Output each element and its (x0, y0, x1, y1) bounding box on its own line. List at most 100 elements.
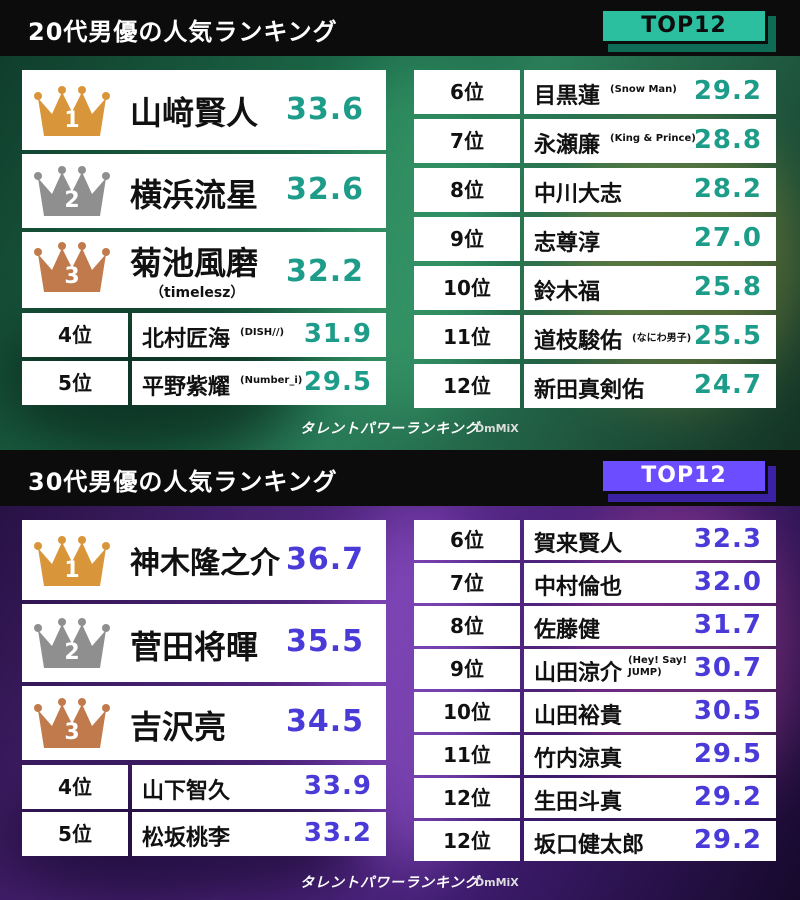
rank-label: 7位 (414, 563, 520, 603)
rank-label: 12位 (414, 364, 520, 408)
actor-name: 菊池風磨 (130, 244, 259, 282)
actor-score: 31.7 (693, 610, 762, 640)
rank-label: 9位 (414, 649, 520, 689)
rank-1-card: 1 神木隆之介 36.7 (22, 520, 386, 600)
bronze-crown-icon: 3 (34, 696, 110, 752)
rank-row: 10位 鈴木福 25.8 (414, 266, 776, 310)
actor-score: 34.5 (285, 704, 364, 739)
actor-group: (Snow Man) (610, 84, 677, 95)
actor-name: 永瀬廉 (534, 133, 601, 158)
actor-name: 新田真剣佑 (534, 378, 645, 403)
rank-row: 12位 生田斗真 29.2 (414, 778, 776, 818)
actor-score: 32.0 (693, 567, 762, 597)
rank-label: 7位 (414, 119, 520, 163)
top12-badge-label: TOP12 (600, 8, 768, 44)
actor-name: 中村倫也 (534, 575, 623, 600)
rank-number: 3 (64, 720, 80, 745)
rank-number: 1 (64, 108, 80, 133)
section-title: 30代男優の人気ランキング (28, 468, 338, 496)
actor-score: 29.2 (693, 76, 762, 106)
rank-row: 9位 山田涼介 (Hey! Say! JUMP) 30.7 (414, 649, 776, 689)
rank-number: 1 (64, 558, 80, 583)
rank-row: 11位 竹内涼真 29.5 (414, 735, 776, 775)
rank-label: 5位 (22, 361, 128, 405)
actor-group: (Hey! Say! JUMP) (628, 655, 688, 678)
actor-score: 35.5 (285, 624, 364, 659)
actor-name: 平野紫耀 (142, 375, 231, 400)
rank-row: 4位 北村匠海 (DISH//) 31.9 (22, 313, 386, 357)
rank-row: 5位 松坂桃李 33.2 (22, 812, 386, 856)
actor-score: 32.3 (693, 524, 762, 554)
rank-row: 12位 新田真剣佑 24.7 (414, 364, 776, 408)
silver-crown-icon: 2 (34, 164, 110, 220)
rank-label: 5位 (22, 812, 128, 856)
actor-score: 32.2 (285, 254, 364, 289)
rank-label: 9位 (414, 217, 520, 261)
rank-3-card: 3 菊池風磨 （timelesz） 32.2 (22, 232, 386, 308)
bronze-crown-icon: 3 (34, 240, 110, 296)
actor-score: 29.5 (303, 367, 372, 397)
rank-3-card: 3 吉沢亮 34.5 (22, 686, 386, 760)
rank-row: 9位 志尊淳 27.0 (414, 217, 776, 261)
rank-1-card: 1 山﨑賢人 33.6 (22, 70, 386, 150)
actor-score: 25.8 (693, 272, 762, 302)
actor-name: 山下智久 (142, 779, 231, 804)
rank-row: 11位 道枝駿佑 (なにわ男子) 25.5 (414, 315, 776, 359)
actor-score: 32.6 (285, 172, 364, 207)
rank-label: 8位 (414, 606, 520, 646)
gold-crown-icon: 1 (34, 84, 110, 140)
rank-row: 5位 平野紫耀 (Number_i) 29.5 (22, 361, 386, 405)
actor-score: 30.5 (693, 696, 762, 726)
actor-score: 27.0 (693, 223, 762, 253)
actor-score: 28.2 (693, 174, 762, 204)
actor-name: 北村匠海 (142, 327, 231, 352)
rank-number: 2 (64, 640, 80, 665)
rank-label: 12位 (414, 778, 520, 818)
actor-score: 31.9 (303, 319, 372, 349)
actor-name: 賀来賢人 (534, 532, 623, 557)
actor-name: 横浜流星 (130, 176, 259, 214)
rank-row: 8位 佐藤健 31.7 (414, 606, 776, 646)
actor-score: 24.7 (693, 370, 762, 400)
actor-score: 33.2 (303, 818, 372, 848)
top12-badge-label: TOP12 (600, 458, 768, 494)
rank-number: 2 (64, 188, 80, 213)
actor-score: 36.7 (285, 542, 364, 577)
rank-number: 3 (64, 264, 80, 289)
rank-2-card: 2 横浜流星 32.6 (22, 154, 386, 228)
brand-logo: タレントパワーランキング (300, 875, 480, 891)
rank-row: 4位 山下智久 33.9 (22, 765, 386, 809)
silver-crown-icon: 2 (34, 616, 110, 672)
actor-name: 生田斗真 (534, 790, 623, 815)
actor-name: 中川大志 (534, 182, 623, 207)
actor-name: 吉沢亮 (130, 708, 227, 746)
actor-score: 33.9 (303, 771, 372, 801)
rank-label: 4位 (22, 313, 128, 357)
rank-label: 8位 (414, 168, 520, 212)
sponsor-logo: DmMiX (475, 422, 519, 435)
actor-name: 道枝駿佑 (534, 329, 623, 354)
brand-logo: タレントパワーランキング (300, 421, 480, 437)
rank-row: 6位 賀来賢人 32.3 (414, 520, 776, 560)
actor-score: 33.6 (285, 92, 364, 127)
actor-name: 目黒蓮 (534, 84, 601, 109)
rank-label: 4位 (22, 765, 128, 809)
rank-row: 7位 永瀬廉 (King & Prince) 28.8 (414, 119, 776, 163)
rank-row: 7位 中村倫也 32.0 (414, 563, 776, 603)
rank-label: 12位 (414, 821, 520, 861)
top12-badge: TOP12 (600, 8, 776, 52)
actor-score: 30.7 (693, 653, 762, 683)
rank-label: 6位 (414, 70, 520, 114)
actor-score: 25.5 (693, 321, 762, 351)
rank-label: 6位 (414, 520, 520, 560)
actor-score: 29.5 (693, 739, 762, 769)
actor-score: 28.8 (693, 125, 762, 155)
actor-name: 神木隆之介 (130, 546, 280, 581)
rank-label: 11位 (414, 315, 520, 359)
ranking-section-30s: 30代男優の人気ランキング TOP12 1 神木隆之介 36.7 2 菅田将暉 … (0, 450, 800, 900)
actor-group: (King & Prince) (610, 133, 696, 144)
section-header: 20代男優の人気ランキング TOP12 (0, 0, 800, 56)
actor-name: 菅田将暉 (130, 628, 259, 666)
actor-name: 鈴木福 (534, 280, 601, 305)
rank-label: 11位 (414, 735, 520, 775)
